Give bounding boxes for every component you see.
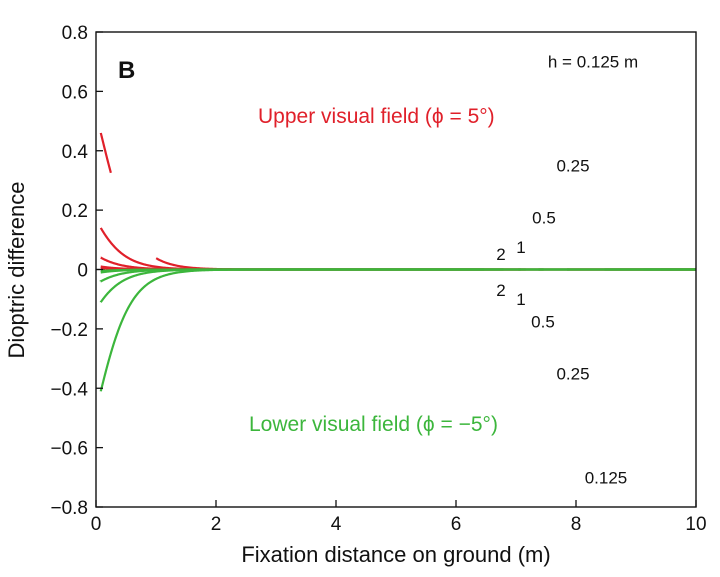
- series-label-lower-6: 1: [516, 290, 525, 309]
- y-tick-label-5: 0.2: [62, 201, 88, 222]
- series-label-upper-1: 0.25: [556, 157, 589, 176]
- series-label-lower-8: 0.25: [556, 364, 589, 383]
- y-tick-label-1: −0.6: [50, 439, 88, 460]
- x-tick-label-2: 4: [331, 514, 342, 535]
- y-tick-label-7: 0.6: [62, 82, 88, 103]
- x-tick-label-0: 0: [91, 514, 102, 535]
- lower-field-annotation: Lower visual field (ϕ = −5°): [249, 413, 498, 436]
- series-label-upper-3: 1: [516, 238, 525, 257]
- y-tick-label-0: −0.8: [50, 498, 88, 519]
- series-line-upper-0-seg1: [155, 257, 526, 271]
- y-tick-label-3: −0.2: [50, 320, 88, 341]
- y-tick-label-4: 0: [77, 261, 88, 282]
- y-tick-label-6: 0.4: [62, 142, 89, 163]
- panel-letter: B: [118, 57, 135, 84]
- x-tick-label-5: 10: [685, 514, 706, 535]
- x-axis-title: Fixation distance on ground (m): [241, 542, 550, 567]
- upper-field-annotation: Upper visual field (ϕ = 5°): [258, 105, 495, 128]
- y-tick-label-8: 0.8: [62, 23, 88, 44]
- series-label-lower-7: 0.5: [531, 312, 555, 331]
- series-label-upper-2: 0.5: [532, 209, 556, 228]
- y-tick-label-2: −0.4: [50, 379, 88, 400]
- x-tick-label-1: 2: [211, 514, 222, 535]
- x-tick-label-4: 8: [571, 514, 582, 535]
- series-label-upper-4: 2: [496, 245, 505, 264]
- x-tick-label-3: 6: [451, 514, 462, 535]
- y-axis-title: Dioptric difference: [4, 182, 29, 359]
- series-label-upper-0: h = 0.125 m: [548, 53, 638, 72]
- series-label-lower-5: 2: [496, 281, 505, 300]
- series-label-lower-9: 0.125: [585, 468, 628, 487]
- series-line-upper-0: [99, 132, 112, 174]
- series-line-lower-9: [99, 268, 570, 392]
